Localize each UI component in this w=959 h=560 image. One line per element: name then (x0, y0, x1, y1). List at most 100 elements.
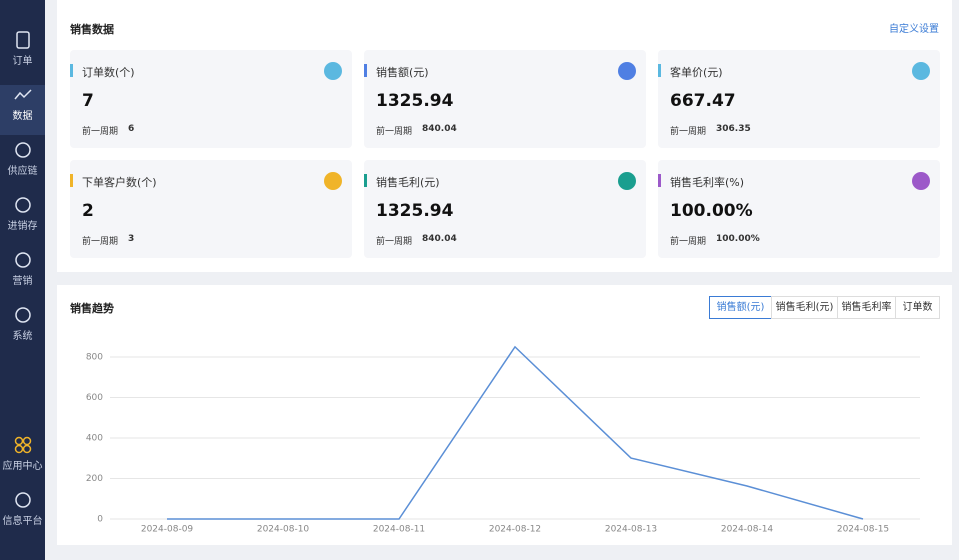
card-accent (364, 64, 367, 77)
card-icon (618, 172, 636, 190)
nav-label: 供应链 (7, 166, 38, 177)
prev-label: 前一周期 (376, 127, 413, 137)
nav-label: 信息平台 (2, 516, 43, 527)
card-value: 2 (82, 201, 94, 221)
icon-shape (14, 252, 31, 268)
icon-shape (13, 89, 32, 100)
nav-item[interactable]: 信息平台 (0, 490, 45, 540)
card-icon (912, 62, 930, 80)
nav-icon (14, 436, 31, 454)
x-tick-label: 2024-08-15 (837, 525, 889, 535)
nav-label: 数据 (12, 111, 33, 122)
card-icon (618, 62, 636, 80)
section-title: 销售数据 (70, 23, 114, 36)
x-tick-label: 2024-08-13 (605, 525, 657, 535)
nav-item[interactable]: 应用中心 (0, 435, 45, 485)
nav-icon (13, 89, 32, 100)
icon-shape (14, 197, 31, 213)
card-value: 1325.94 (376, 201, 454, 221)
sales-panel: 销售数据 自定义设置 订单数(个) 7 前一周期 6 销售额(元) 1325.94 前一周期… (57, 0, 952, 272)
card-accent (658, 64, 661, 77)
card-accent (364, 174, 367, 187)
icon-shape (22, 444, 31, 454)
prev-value: 6 (128, 124, 135, 134)
card-accent (658, 174, 661, 187)
card-accent (70, 64, 73, 77)
x-tick-label: 2024-08-14 (721, 525, 774, 535)
nav-icon (14, 492, 31, 508)
trend-panel: 销售趋势 0 200 400 600 800 2024-08-09 2024-08-10 20… (57, 285, 952, 545)
nav-label: 订单 (12, 56, 33, 67)
prev-value: 840.04 (422, 124, 457, 134)
stat-card: 销售额(元) 1325.94 前一周期 840.04 (364, 50, 646, 148)
y-tick-label: 0 (97, 515, 103, 525)
card-label: 销售毛利(元) (376, 176, 440, 189)
custom-settings[interactable]: 自定义设置 (889, 24, 939, 35)
prev-label: 前一周期 (376, 237, 413, 247)
card-icon (324, 172, 342, 190)
icon-shape (14, 307, 31, 323)
y-tick-label: 400 (86, 434, 103, 444)
card-value: 100.00% (670, 201, 753, 221)
chart-tab[interactable]: 销售额(元) (709, 296, 772, 319)
stat-card: 订单数(个) 7 前一周期 6 (70, 50, 352, 148)
y-tick-label: 600 (86, 393, 103, 403)
card-value: 1325.94 (376, 91, 454, 111)
stat-card: 销售毛利率(%) 100.00% 前一周期 100.00% (658, 160, 940, 258)
nav-item[interactable]: 订单 (0, 30, 45, 80)
card-accent (70, 174, 73, 187)
nav-icon (14, 197, 31, 213)
sidebar: 订单数据供应链进销存营销系统应用中心信息平台 (0, 0, 45, 560)
prev-value: 306.35 (716, 124, 751, 134)
nav-icon (14, 307, 31, 323)
nav-item[interactable]: 营销 (0, 250, 45, 300)
stat-card: 客单价(元) 667.47 前一周期 306.35 (658, 50, 940, 148)
prev-label: 前一周期 (670, 237, 707, 247)
section-title: 销售趋势 (70, 302, 114, 315)
prev-label: 前一周期 (670, 127, 707, 137)
x-tick-label: 2024-08-12 (489, 525, 541, 535)
nav-label: 应用中心 (2, 461, 43, 472)
card-label: 销售额(元) (376, 66, 429, 79)
icon-shape (14, 492, 31, 508)
nav-item[interactable]: 数据 (0, 85, 45, 135)
nav-item[interactable]: 系统 (0, 305, 45, 355)
card-label: 下单客户数(个) (82, 176, 157, 189)
chart-tab[interactable]: 订单数 (895, 296, 940, 319)
card-label: 订单数(个) (82, 66, 135, 79)
nav-label: 进销存 (7, 221, 38, 232)
stat-card: 销售毛利(元) 1325.94 前一周期 840.04 (364, 160, 646, 258)
prev-value: 3 (128, 234, 135, 244)
chart-tab[interactable]: 销售毛利率 (837, 296, 896, 319)
prev-label: 前一周期 (82, 237, 119, 247)
card-value: 7 (82, 91, 94, 111)
nav-item[interactable]: 进销存 (0, 195, 45, 245)
x-tick-label: 2024-08-11 (373, 525, 425, 535)
prev-value: 100.00% (716, 234, 760, 244)
nav-icon (14, 142, 31, 158)
prev-label: 前一周期 (82, 127, 119, 137)
icon-shape (14, 444, 23, 454)
icon-shape (15, 31, 30, 49)
card-label: 客单价(元) (670, 66, 723, 79)
nav-label: 系统 (12, 331, 33, 342)
nav-icon (14, 252, 31, 268)
icon-shape (22, 436, 31, 446)
icon-shape (14, 142, 31, 158)
card-icon (912, 172, 930, 190)
card-icon (324, 62, 342, 80)
card-label: 销售毛利率(%) (670, 176, 745, 189)
nav-label: 营销 (12, 276, 33, 287)
y-tick-label: 200 (86, 474, 103, 484)
stat-card: 下单客户数(个) 2 前一周期 3 (70, 160, 352, 258)
x-tick-label: 2024-08-10 (257, 525, 310, 535)
prev-value: 840.04 (422, 234, 457, 244)
card-value: 667.47 (670, 91, 736, 111)
nav-icon (15, 31, 30, 49)
x-tick-label: 2024-08-09 (141, 525, 194, 535)
chart-tab[interactable]: 销售毛利(元) (771, 296, 838, 319)
chart: 0 200 400 600 800 2024-08-09 2024-08-10 2024-08… (86, 345, 920, 535)
icon-shape (14, 436, 23, 446)
nav-item[interactable]: 供应链 (0, 140, 45, 190)
